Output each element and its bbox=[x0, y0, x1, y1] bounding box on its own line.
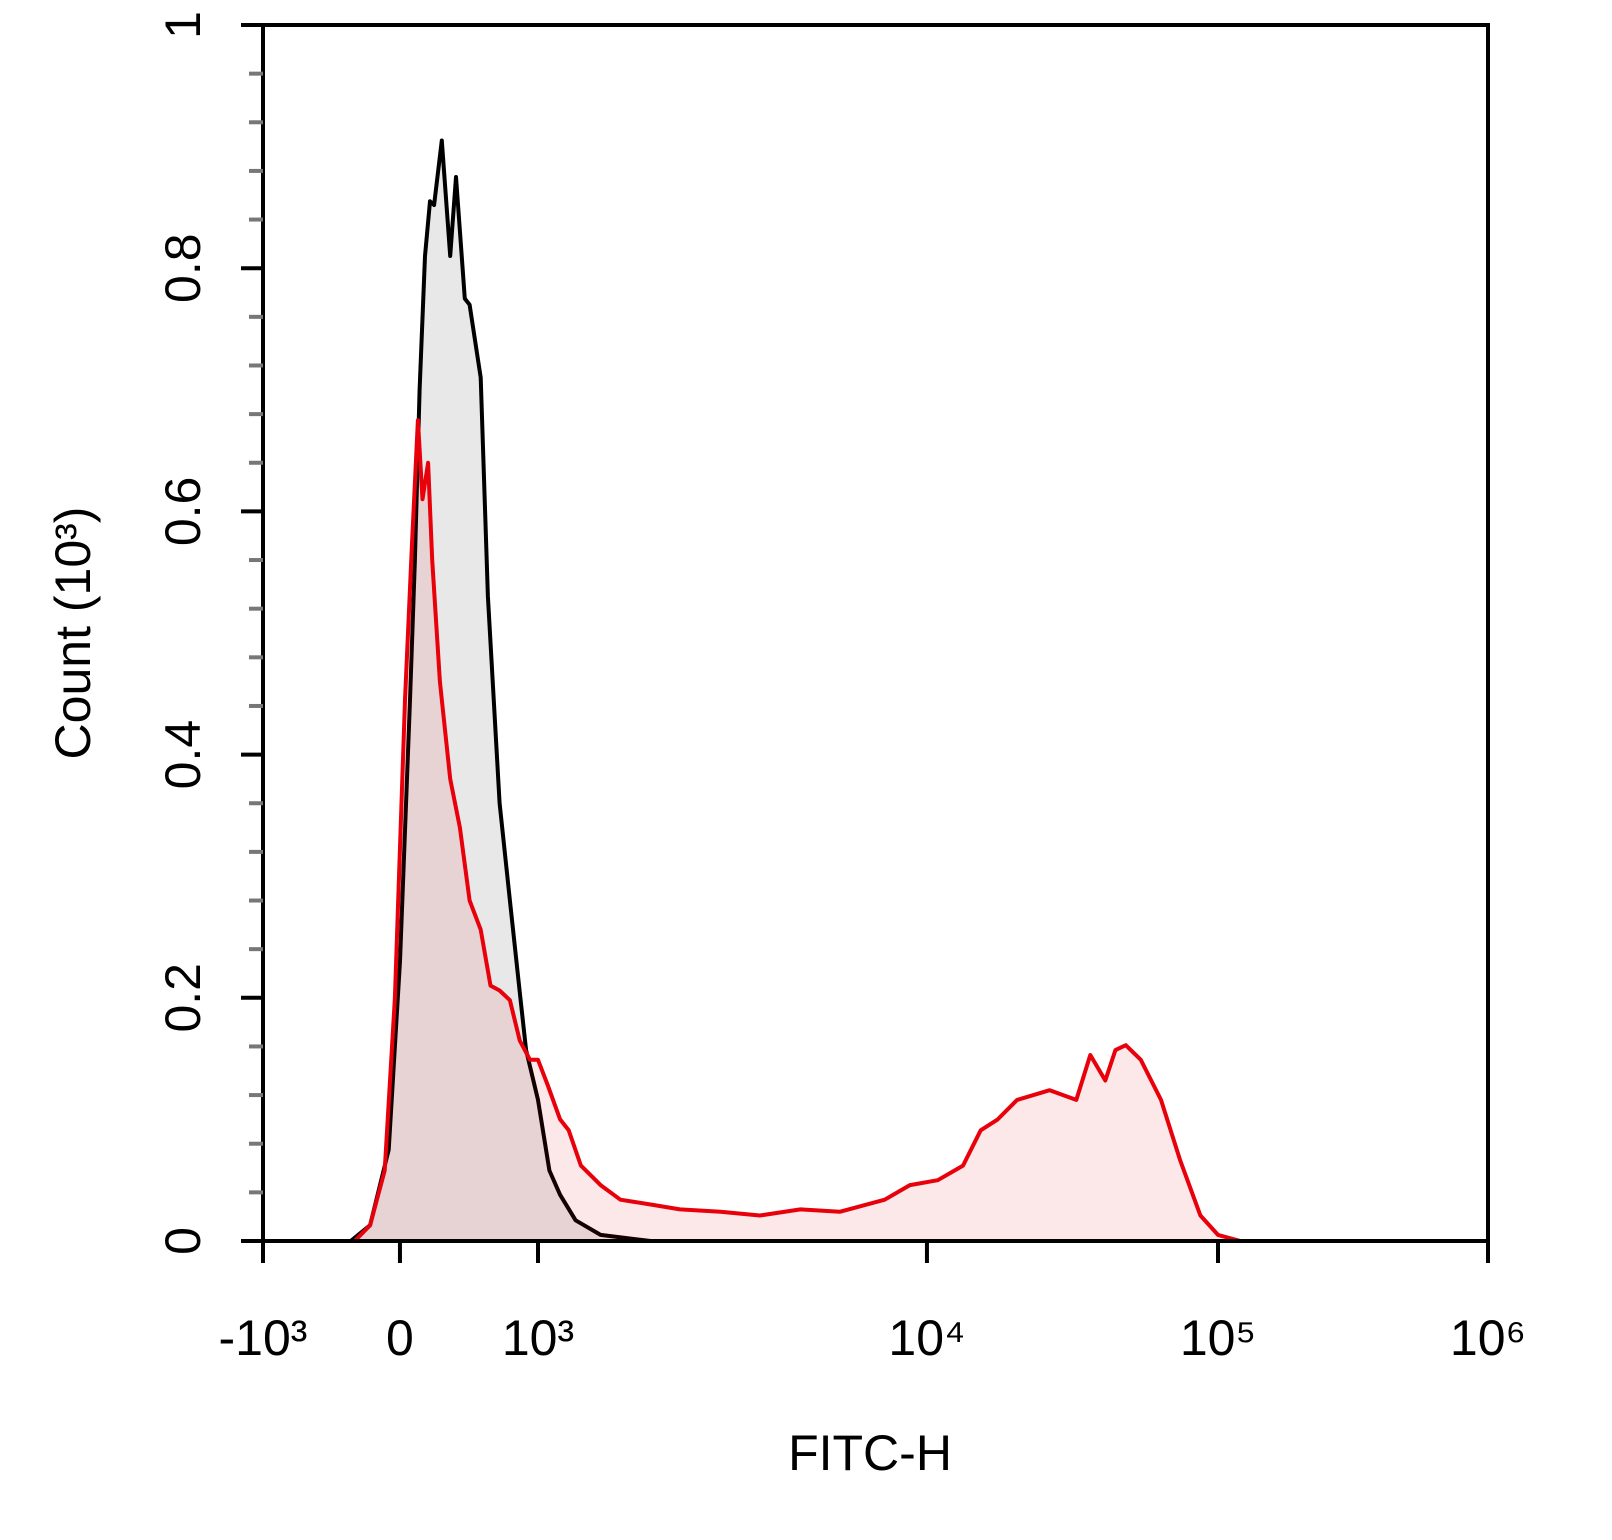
y-tick-label: 0.6 bbox=[155, 477, 211, 547]
y-tick-label: 1 bbox=[155, 11, 211, 39]
x-tick-label: 10⁴ bbox=[888, 1310, 965, 1366]
plot-frame bbox=[261, 23, 1490, 1243]
histogram-area bbox=[286, 140, 651, 1241]
x-tick-label: 10⁶ bbox=[1450, 1310, 1526, 1366]
y-tick-label: 0.8 bbox=[155, 233, 211, 303]
y-tick-label: 0.2 bbox=[155, 963, 211, 1033]
histogram-area bbox=[354, 420, 1241, 1241]
y-tick-label: 0.4 bbox=[155, 720, 211, 790]
histogram-line bbox=[286, 138, 651, 1243]
x-tick-label: -10³ bbox=[219, 1310, 308, 1366]
y-tick-label: 0 bbox=[155, 1227, 211, 1255]
x-axis-label: FITC-H bbox=[788, 1425, 952, 1481]
y-axis-label: Count (10³) bbox=[45, 507, 101, 760]
x-tick-label: 10³ bbox=[502, 1310, 574, 1366]
histogram-line bbox=[353, 418, 1241, 1243]
x-tick-label: 10⁵ bbox=[1180, 1310, 1256, 1366]
x-tick-label: 0 bbox=[386, 1310, 414, 1366]
